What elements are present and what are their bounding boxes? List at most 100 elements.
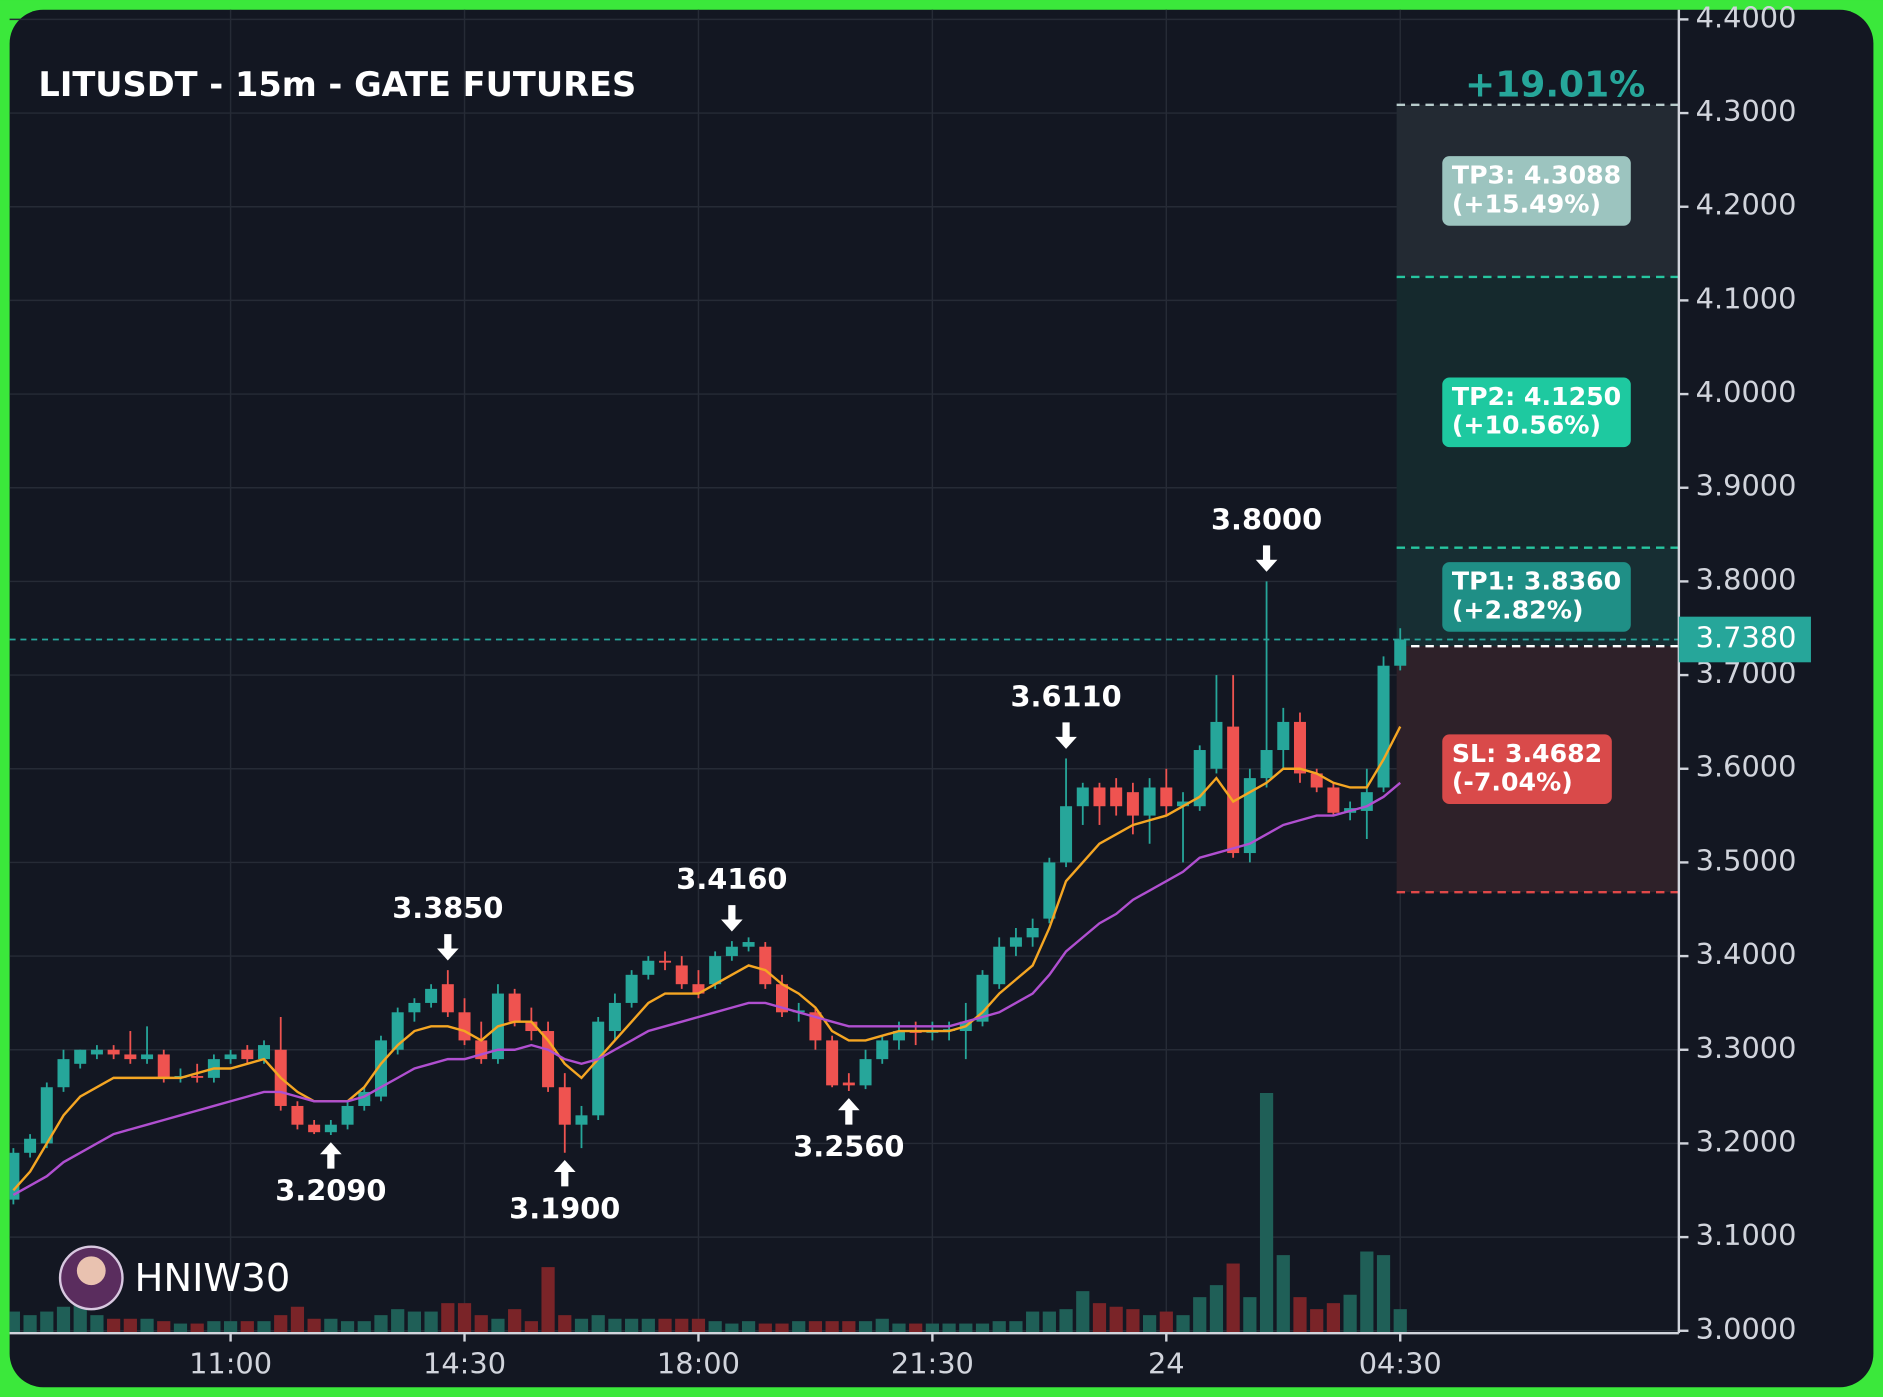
candle-body (608, 1002, 621, 1032)
avatar-face (76, 1256, 106, 1286)
candle-body (558, 1087, 571, 1125)
volume-bar (140, 1318, 154, 1334)
level-label-pct: (+2.82%) (1452, 595, 1584, 624)
moving-average (12, 781, 1402, 1196)
candle-body (575, 1115, 588, 1125)
level-label-text: TP3: 4.3088 (1452, 160, 1621, 189)
level-label: SL: 3.4682(-7.04%) (1442, 734, 1612, 805)
candle-body (1009, 937, 1022, 947)
x-tick-label: 11:00 (189, 1347, 272, 1381)
volume-bar (1076, 1291, 1090, 1334)
volume-bar (1243, 1297, 1257, 1334)
volume-bar (207, 1321, 221, 1334)
candle-body (224, 1054, 237, 1060)
low-arrow (320, 1142, 342, 1169)
volume-bar (1009, 1321, 1023, 1334)
candle-body (1327, 787, 1340, 813)
volume-bar (925, 1323, 939, 1334)
volume-bar (892, 1323, 906, 1334)
candle-body (258, 1045, 271, 1060)
x-tick-label: 21:30 (891, 1347, 974, 1381)
level-label-pct: (+10.56%) (1452, 411, 1601, 440)
candle-body (1143, 787, 1156, 816)
position-box: TP3: 4.3088(+15.49%) TP2: 4.1250(+10.56%)… (1396, 65, 1679, 894)
x-tick-label: 18:00 (657, 1347, 740, 1381)
volume-bar (875, 1318, 889, 1334)
level-label-text: TP2: 4.1250 (1452, 382, 1621, 411)
volume-bar (591, 1315, 605, 1334)
volume-bar (1310, 1309, 1324, 1334)
candle-body (107, 1049, 120, 1055)
volume-bar (190, 1323, 204, 1334)
high-arrow (437, 934, 459, 961)
volume-bar (741, 1321, 756, 1334)
level-label-box (1442, 156, 1631, 226)
candle-body (90, 1049, 103, 1055)
candle-body (826, 1040, 839, 1086)
volume (9, 1092, 1407, 1334)
volume-bar (1343, 1294, 1357, 1334)
candle-body (1177, 801, 1190, 807)
volume-bar (675, 1318, 689, 1334)
candle-body (876, 1040, 889, 1060)
low-label: 3.1900 (509, 1191, 620, 1225)
candle-body (341, 1105, 354, 1125)
candle-body (324, 1124, 337, 1133)
level-label: TP3: 4.3088(+15.49%) (1442, 156, 1631, 226)
y-tick-label: 3.9000 (1696, 469, 1797, 503)
volume-bar (1142, 1315, 1157, 1334)
moving-average (12, 726, 1402, 1192)
level-label-box (1442, 734, 1612, 805)
volume-bar (407, 1311, 422, 1334)
volume-bar (391, 1309, 405, 1334)
high-label: 3.6110 (1010, 679, 1121, 713)
candle-body (725, 946, 738, 957)
volume-bar (641, 1318, 655, 1334)
volume-bar (1259, 1092, 1274, 1334)
volume-bar (1193, 1297, 1207, 1334)
volume-bar (374, 1315, 388, 1334)
candle-body (508, 993, 521, 1022)
candle-body (1026, 927, 1039, 938)
volume-bar (1276, 1255, 1290, 1334)
volume-bar (1176, 1315, 1190, 1334)
candle-body (659, 960, 672, 963)
candle-body (892, 1031, 905, 1041)
volume-bar (524, 1321, 538, 1334)
candle-body (1043, 862, 1056, 919)
y-tick-label: 4.4000 (1696, 0, 1797, 34)
candle-body (1160, 787, 1173, 807)
candle-body (692, 984, 705, 994)
low-label: 3.2560 (793, 1130, 904, 1164)
volume-bar (9, 1311, 20, 1334)
candle-body (425, 988, 438, 1003)
level-label: TP2: 4.1250(+10.56%) (1442, 377, 1631, 448)
candle-body (1377, 665, 1390, 788)
volume-bar (1026, 1311, 1040, 1334)
volume-bar (357, 1321, 371, 1334)
volume-bar (541, 1267, 555, 1334)
volume-bar (975, 1323, 990, 1334)
candle-body (675, 965, 688, 985)
volume-bar (157, 1321, 171, 1334)
candle-body (642, 960, 655, 975)
volume-bar (73, 1303, 87, 1334)
volume-bar (725, 1323, 739, 1334)
high-label: 3.3850 (392, 891, 503, 925)
volume-bar (658, 1318, 672, 1334)
volume-bar (558, 1315, 572, 1334)
volume-bar (1126, 1309, 1140, 1334)
candle-body (308, 1124, 321, 1133)
candle-body (1076, 787, 1089, 807)
y-tick-label: 3.6000 (1696, 750, 1797, 784)
volume-bar (842, 1321, 856, 1334)
volume-bar (775, 1323, 789, 1334)
volume-bar (491, 1318, 505, 1334)
candles (9, 581, 1679, 1205)
y-tick-label: 3.5000 (1696, 843, 1797, 877)
y-tick-label: 4.2000 (1696, 188, 1797, 222)
volume-bar (107, 1318, 121, 1334)
volume-bar (792, 1321, 806, 1334)
y-tick-label: 3.3000 (1696, 1031, 1797, 1065)
